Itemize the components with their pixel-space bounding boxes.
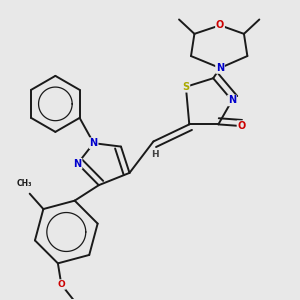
Text: CH₃: CH₃ bbox=[17, 179, 32, 188]
Text: O: O bbox=[216, 20, 224, 30]
Text: O: O bbox=[57, 280, 65, 289]
Text: N: N bbox=[74, 159, 82, 169]
Text: H: H bbox=[151, 150, 159, 159]
Text: N: N bbox=[216, 63, 224, 73]
Text: S: S bbox=[182, 82, 189, 92]
Text: O: O bbox=[237, 121, 246, 131]
Text: N: N bbox=[90, 138, 98, 148]
Text: N: N bbox=[228, 95, 236, 106]
